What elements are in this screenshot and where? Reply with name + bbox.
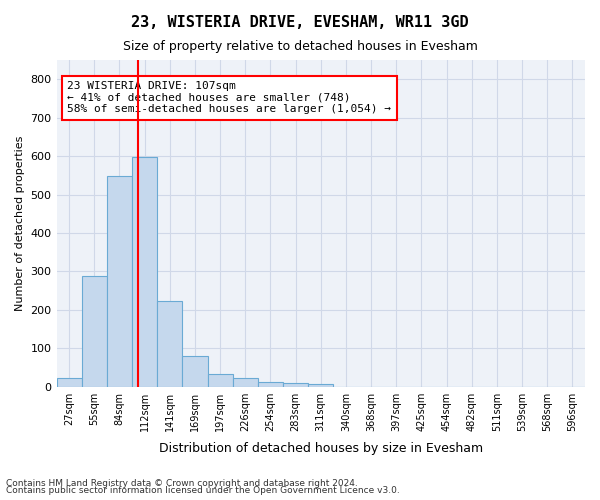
Text: Contains public sector information licensed under the Open Government Licence v3: Contains public sector information licen… [6, 486, 400, 495]
Bar [283, 383, 308, 386]
Bar [308, 384, 334, 386]
Text: Size of property relative to detached houses in Evesham: Size of property relative to detached ho… [122, 40, 478, 53]
X-axis label: Distribution of detached houses by size in Evesham: Distribution of detached houses by size … [159, 442, 483, 455]
Bar [132, 157, 157, 386]
Bar [182, 356, 208, 386]
Bar [233, 378, 258, 386]
Text: 23 WISTERIA DRIVE: 107sqm
← 41% of detached houses are smaller (748)
58% of semi: 23 WISTERIA DRIVE: 107sqm ← 41% of detac… [67, 81, 391, 114]
Text: 23, WISTERIA DRIVE, EVESHAM, WR11 3GD: 23, WISTERIA DRIVE, EVESHAM, WR11 3GD [131, 15, 469, 30]
Bar [157, 300, 182, 386]
Bar [107, 176, 132, 386]
Y-axis label: Number of detached properties: Number of detached properties [15, 136, 25, 311]
Bar [258, 382, 283, 386]
Text: Contains HM Land Registry data © Crown copyright and database right 2024.: Contains HM Land Registry data © Crown c… [6, 478, 358, 488]
Bar [82, 276, 107, 386]
Bar [208, 374, 233, 386]
Bar [56, 378, 82, 386]
